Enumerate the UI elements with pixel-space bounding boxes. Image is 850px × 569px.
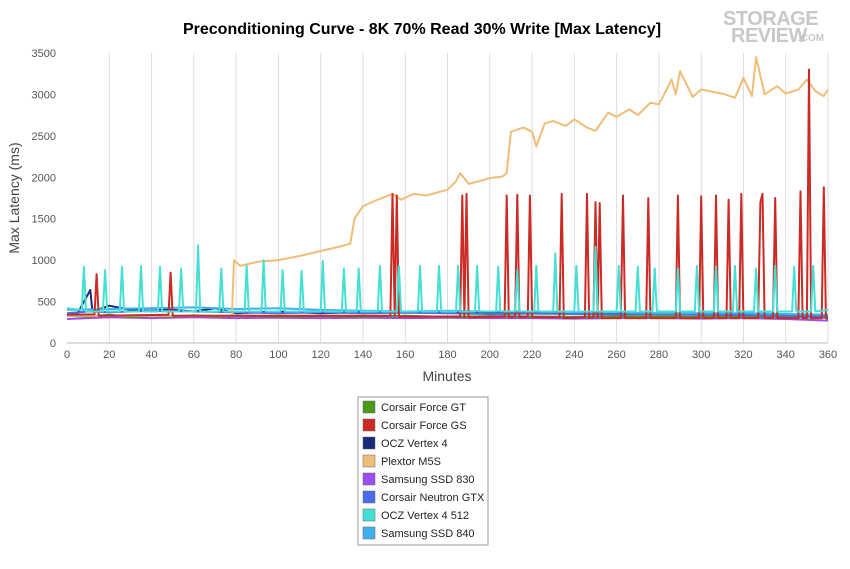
x-tick-label: 340: [777, 349, 795, 361]
legend: Corsair Force GT Corsair Force GS OCZ Vert…: [357, 396, 489, 546]
legend-label: Corsair Neutron GTX: [381, 492, 485, 504]
legend-swatch: [362, 472, 376, 486]
legend-label: OCZ Vertex 4 512: [381, 510, 469, 522]
y-tick-label: 2000: [32, 172, 56, 184]
legend-box: [357, 396, 489, 546]
legend-label: Plextor M5S: [381, 456, 441, 468]
y-axis-label: Max Latency (ms): [6, 142, 22, 253]
x-tick-label: 100: [269, 349, 287, 361]
storage-review-logo: STORAGE REVIEW .COM: [723, 8, 824, 47]
chart-title: Preconditioning Curve - 8K 70% Read 30% …: [183, 21, 661, 38]
x-tick-label: 280: [650, 349, 668, 361]
x-tick-label: 320: [734, 349, 752, 361]
x-tick-labels: 0 20 40 60 80 100 120 140 160 180 200 220 240 260 280 3…: [64, 349, 837, 361]
x-tick-label: 0: [64, 349, 70, 361]
legend-label: Corsair Force GT: [381, 402, 466, 414]
legend-label: Samsung SSD 830: [381, 474, 475, 486]
y-tick-label: 1500: [32, 214, 56, 226]
x-tick-label: 160: [396, 349, 414, 361]
x-tick-label: 240: [565, 349, 583, 361]
x-tick-label: 180: [438, 349, 456, 361]
y-tick-label: 3500: [32, 48, 56, 60]
plot-area: [66, 53, 829, 344]
y-tick-label: 2500: [32, 131, 56, 143]
y-tick-labels: 0 500 1000 1500 2000 2500 3000 3500: [32, 48, 56, 350]
legend-swatch: [362, 400, 376, 414]
x-tick-label: 220: [523, 349, 541, 361]
series-line: [66, 244, 829, 313]
x-tick-label: 60: [188, 349, 200, 361]
legend-swatch: [362, 436, 376, 450]
series-line: [67, 56, 829, 317]
y-tick-label: 3000: [32, 89, 56, 101]
legend-swatch: [362, 454, 376, 468]
x-tick-label: 20: [103, 349, 115, 361]
x-tick-label: 40: [145, 349, 157, 361]
logo-line-2: REVIEW: [731, 25, 808, 47]
legend-swatch: [362, 418, 376, 432]
series-line: [66, 68, 829, 320]
x-tick-label: 200: [481, 349, 499, 361]
x-axis-label: Minutes: [422, 368, 471, 384]
series-layer: [66, 56, 829, 322]
x-tick-label: 260: [607, 349, 625, 361]
x-tick-label: 80: [230, 349, 242, 361]
y-tick-label: 0: [50, 338, 56, 350]
legend-swatch: [362, 490, 376, 504]
y-tick-label: 1000: [32, 255, 56, 267]
legend-label: OCZ Vertex 4: [381, 438, 448, 450]
legend-label: Samsung SSD 840: [381, 528, 475, 540]
legend-label: Corsair Force GS: [381, 420, 467, 432]
legend-swatch: [362, 526, 376, 540]
y-tick-label: 500: [38, 297, 56, 309]
x-tick-label: 140: [354, 349, 372, 361]
legend-swatch: [362, 508, 376, 522]
x-tick-label: 300: [692, 349, 710, 361]
x-tick-label: 120: [311, 349, 329, 361]
x-tick-label: 360: [819, 349, 837, 361]
logo-line-1: STORAGE: [723, 8, 818, 30]
logo-suffix: .COM: [798, 33, 824, 44]
